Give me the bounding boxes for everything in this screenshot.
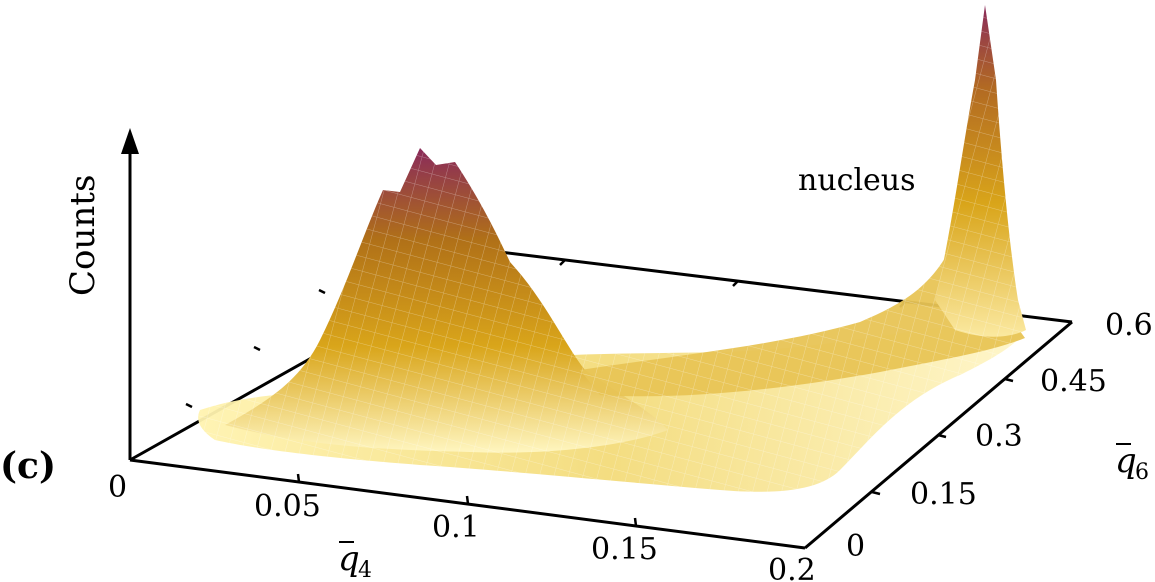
z-axis-title: Counts: [63, 175, 103, 296]
panel-label: (c): [0, 445, 56, 487]
x-axis-title-sub: 4: [358, 558, 372, 582]
z-axis-arrow: [121, 128, 139, 154]
x-tick-label: 0.2: [768, 553, 816, 582]
y-tick-label: 0.15: [910, 477, 977, 512]
x-ticks: [296, 473, 638, 527]
y-axis-title: q 6: [1115, 441, 1149, 485]
y-ticks: [871, 377, 1014, 496]
y-tick-label: 0.3: [975, 419, 1023, 454]
x-tick-label: 0.15: [591, 532, 658, 567]
nucleus-annotation: nucleus: [798, 163, 916, 198]
y-axis-title-symbol: q: [1115, 441, 1137, 481]
y-tick-label: 0: [846, 529, 865, 564]
x-axis-title-symbol: q: [338, 539, 360, 579]
y-tick-label: 0.6: [1105, 308, 1153, 343]
y-axis-title-sub: 6: [1135, 460, 1149, 485]
x-axis-title: q 4: [338, 539, 372, 582]
x-tick-label: 0: [108, 470, 127, 505]
x-tick-label: 0.1: [432, 510, 480, 545]
x-tick-label: 0.05: [254, 489, 321, 524]
y-tick-label: 0.45: [1040, 364, 1107, 399]
